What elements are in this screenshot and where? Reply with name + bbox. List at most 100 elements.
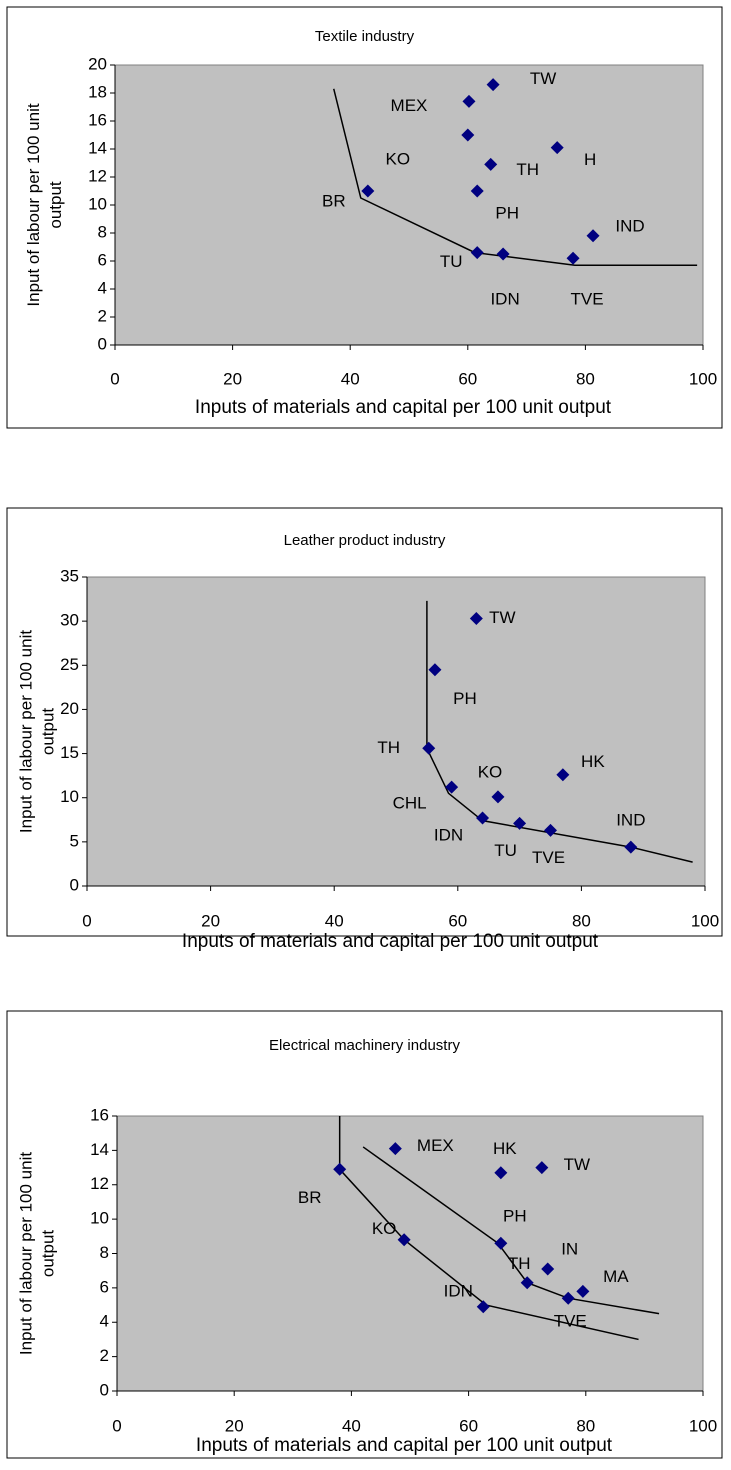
point-label: IDN bbox=[490, 289, 519, 308]
data-point bbox=[445, 780, 459, 794]
point-label: H bbox=[584, 150, 596, 169]
y-tick-label: 35 bbox=[60, 566, 79, 585]
point-label: TW bbox=[489, 608, 515, 627]
y-tick-label: 4 bbox=[100, 1312, 109, 1331]
x-tick-label: 60 bbox=[459, 1416, 478, 1435]
x-tick-label: 60 bbox=[448, 911, 467, 930]
data-point bbox=[544, 823, 557, 837]
point-label: IND bbox=[615, 216, 644, 235]
point-label: IND bbox=[616, 811, 645, 830]
data-point bbox=[470, 246, 484, 260]
x-tick-label: 0 bbox=[112, 1416, 121, 1435]
data-point bbox=[535, 1161, 549, 1175]
data-point bbox=[541, 1262, 555, 1276]
y-tick-label: 15 bbox=[60, 743, 79, 762]
x-tick-label: 60 bbox=[458, 369, 477, 388]
x-tick-label: 40 bbox=[325, 911, 344, 930]
data-point bbox=[469, 611, 483, 625]
x-axis-label: Inputs of materials and capital per 100 … bbox=[196, 1435, 613, 1456]
data-point bbox=[461, 128, 475, 142]
point-label: TVE bbox=[554, 1312, 587, 1331]
y-tick-label: 5 bbox=[70, 831, 79, 850]
point-label: KO bbox=[372, 1219, 397, 1238]
point-label: TH bbox=[377, 738, 400, 757]
y-tick-label: 6 bbox=[98, 250, 107, 269]
data-point bbox=[422, 741, 436, 755]
x-tick-label: 40 bbox=[342, 1416, 361, 1435]
y-axis-label-box: Input of labour per 100 unit output bbox=[16, 629, 57, 834]
data-point bbox=[388, 1142, 402, 1156]
y-axis-label: Input of labour per 100 unit output bbox=[16, 1151, 57, 1356]
data-point bbox=[566, 251, 580, 265]
y-tick-label: 8 bbox=[100, 1243, 109, 1262]
point-label: TW bbox=[530, 69, 556, 88]
y-tick-label: 18 bbox=[88, 82, 107, 101]
y-tick-label: 20 bbox=[88, 54, 107, 73]
data-point bbox=[476, 1300, 490, 1314]
point-label: MEX bbox=[417, 1136, 454, 1155]
y-axis-label-box: Input of labour per 100 unit output bbox=[24, 103, 65, 307]
y-tick-label: 12 bbox=[90, 1174, 109, 1193]
y-axis-label: Input of labour per 100 unit output bbox=[16, 629, 57, 834]
y-tick-label: 10 bbox=[90, 1209, 109, 1228]
point-label: MEX bbox=[391, 96, 428, 115]
point-label: CHL bbox=[393, 794, 427, 813]
chart: Electrical machinery industry Inputs of m… bbox=[6, 1010, 723, 1459]
y-tick-label: 8 bbox=[98, 222, 107, 241]
y-tick-label: 0 bbox=[70, 875, 79, 894]
y-tick-label: 16 bbox=[88, 110, 107, 129]
point-label: KO bbox=[478, 762, 503, 781]
y-tick-label: 20 bbox=[60, 699, 79, 718]
x-tick-label: 20 bbox=[223, 369, 242, 388]
x-tick-label: 0 bbox=[82, 911, 91, 930]
x-tick-label: 20 bbox=[225, 1416, 244, 1435]
data-point bbox=[361, 184, 375, 198]
x-tick-label: 100 bbox=[689, 369, 717, 388]
data-point bbox=[494, 1236, 508, 1250]
y-axis-label: Input of labour per 100 unit output bbox=[24, 103, 65, 307]
data-point bbox=[333, 1162, 347, 1176]
point-label: HK bbox=[581, 752, 605, 771]
point-label: TVE bbox=[571, 290, 604, 309]
data-point bbox=[556, 768, 570, 782]
x-tick-label: 100 bbox=[691, 911, 719, 930]
y-tick-label: 2 bbox=[100, 1346, 109, 1365]
y-tick-label: 0 bbox=[98, 334, 107, 353]
x-tick-label: 40 bbox=[341, 369, 360, 388]
data-point bbox=[561, 1291, 575, 1305]
data-point bbox=[397, 1233, 411, 1247]
data-point bbox=[624, 840, 638, 854]
frontier-line bbox=[426, 600, 693, 863]
point-label: IDN bbox=[434, 826, 463, 845]
y-axis-label-box: Input of labour per 100 unit output bbox=[16, 1151, 57, 1356]
plot-area bbox=[86, 576, 706, 887]
point-label: TU bbox=[494, 841, 517, 860]
x-tick-label: 100 bbox=[689, 1416, 717, 1435]
data-point bbox=[520, 1276, 534, 1290]
x-tick-label: 80 bbox=[572, 911, 591, 930]
data-point bbox=[428, 663, 442, 677]
data-point bbox=[576, 1284, 590, 1298]
y-tick-label: 6 bbox=[100, 1277, 109, 1296]
x-axis-label: Inputs of materials and capital per 100 … bbox=[182, 931, 599, 952]
y-tick-label: 25 bbox=[60, 655, 79, 674]
x-tick-label: 80 bbox=[576, 369, 595, 388]
y-tick-label: 14 bbox=[88, 138, 107, 157]
chart-title: Leather product industry bbox=[284, 532, 446, 549]
x-tick-label: 80 bbox=[576, 1416, 595, 1435]
y-tick-label: 10 bbox=[60, 787, 79, 806]
point-label: IDN bbox=[444, 1281, 473, 1300]
point-label: TVE bbox=[532, 848, 565, 867]
data-point bbox=[470, 184, 484, 198]
x-tick-label: 20 bbox=[201, 911, 220, 930]
point-label: TH bbox=[516, 160, 539, 179]
point-label: TH bbox=[508, 1254, 531, 1273]
chart-title: Textile industry bbox=[315, 28, 415, 45]
plot-area bbox=[114, 64, 704, 346]
point-label: TW bbox=[564, 1155, 590, 1174]
point-label: TU bbox=[440, 252, 463, 271]
data-point bbox=[513, 816, 527, 830]
point-label: IN bbox=[561, 1239, 578, 1258]
